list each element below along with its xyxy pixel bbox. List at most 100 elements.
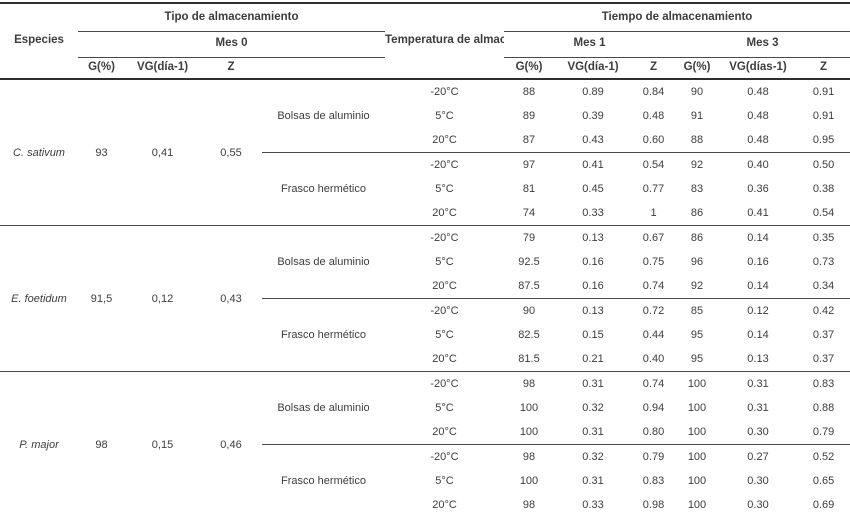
table-row: C. sativum 93 0,41 0,55 Bolsas de alumin… (0, 79, 850, 226)
data-cell: 81.5 (504, 347, 554, 372)
table-row: Frasco hermético -20°C 98 0.32 0.79 100 … (0, 444, 850, 517)
data-cell: 0.30 (747, 475, 769, 487)
section-e-foetidum: E. foetidum 91,5 0,12 0,43 Bolsas de alu… (0, 225, 850, 372)
storage-type-label: Bolsas de aluminio (277, 256, 370, 268)
data-cell: 0.42 (797, 298, 850, 323)
temperature-cell: 5°C (435, 110, 454, 122)
data-cell: 0.14 (747, 232, 769, 244)
mes0-g-value: 91,5 (78, 225, 125, 372)
table-row: 5°C 100 0.32 0.94 100 0.31 0.88 (0, 396, 850, 420)
table-row: Frasco hermético -20°C 90 0.13 0.72 85 0… (0, 298, 850, 372)
data-cell: 0.41 (719, 201, 797, 226)
temperature-cell: -20°C (385, 152, 504, 177)
data-cell: 0.52 (797, 444, 850, 469)
data-cell: 0.16 (747, 256, 769, 268)
data-cell: 0.21 (554, 347, 632, 372)
data-cell: 0.88 (812, 402, 835, 414)
table-header: Especies Tipo de almacenamiento Temperat… (0, 3, 850, 80)
species-name: E. foetidum (0, 225, 78, 372)
data-cell: 96 (690, 256, 704, 268)
data-cell: 0.91 (812, 86, 835, 98)
data-cell: 0.40 (719, 152, 797, 177)
data-cell: 87 (522, 134, 536, 146)
col-header-mes3-z: Z (797, 57, 850, 80)
data-cell: 85 (675, 298, 719, 323)
data-cell: 100 (519, 426, 539, 438)
data-cell: 92 (690, 280, 704, 292)
data-cell: 100 (687, 378, 707, 390)
data-cell: 0.36 (747, 183, 769, 195)
temperature-cell: 5°C (435, 402, 454, 414)
mes0-z-value: 0,46 (200, 371, 262, 517)
data-cell: 100 (519, 402, 539, 414)
data-cell: 0.33 (554, 201, 632, 226)
data-cell: 0.34 (812, 280, 835, 292)
data-cell: 81 (522, 183, 536, 195)
data-cell: 100 (687, 475, 707, 487)
mes0-vg-value: 0,15 (125, 371, 200, 517)
group-header-tipo-almacenamiento: Tipo de almacenamiento (78, 3, 385, 32)
data-cell: 0.73 (812, 256, 835, 268)
col-header-mes0-vg: VG(día-1) (125, 57, 200, 80)
section-p-major: P. major 98 0,15 0,46 Bolsas de aluminio… (0, 371, 850, 517)
storage-type-label: Bolsas de aluminio (277, 110, 370, 122)
data-cell: 0.48 (642, 110, 665, 122)
table-row: 5°C 92.5 0.16 0.75 96 0.16 0.73 (0, 250, 850, 274)
data-cell: 0.32 (582, 402, 604, 414)
data-cell: 74 (504, 201, 554, 226)
data-cell: 0.31 (582, 475, 604, 487)
data-cell: 0.67 (642, 232, 665, 244)
mes0-vg-value: 0,12 (125, 225, 200, 372)
data-cell: 0.13 (582, 232, 604, 244)
table-row: 5°C 89 0.39 0.48 91 0.48 0.91 (0, 104, 850, 128)
header-row-measures: G(%) VG(día-1) Z G(%) VG(día-1) Z G(%) V… (0, 57, 850, 80)
table-row: 20°C 74 0.33 1 86 0.41 0.54 (0, 201, 850, 226)
data-cell: 0.31 (582, 426, 604, 438)
data-cell: 0.31 (582, 378, 604, 390)
table-row: 5°C 100 0.31 0.83 100 0.30 0.65 (0, 469, 850, 493)
data-cell: 98 (504, 493, 554, 517)
col-header-especies: Especies (0, 3, 78, 80)
col-header-mes0-z: Z (200, 57, 262, 80)
data-cell: 97 (504, 152, 554, 177)
data-cell: 86 (675, 201, 719, 226)
data-cell: 0.13 (554, 298, 632, 323)
data-cell: 0.84 (642, 86, 665, 98)
storage-type-label: Bolsas de aluminio (277, 402, 370, 414)
data-cell: 0.65 (812, 475, 835, 487)
data-cell: 0.45 (582, 183, 604, 195)
data-cell: 0.48 (747, 86, 769, 98)
data-cell: 0.15 (582, 329, 604, 341)
mes0-z-value: 0,55 (200, 79, 262, 226)
table-row: 5°C 82.5 0.15 0.44 95 0.14 0.37 (0, 323, 850, 347)
temperature-cell: 20°C (385, 201, 504, 226)
data-cell: 82.5 (518, 329, 540, 341)
table-row: E. foetidum 91,5 0,12 0,43 Bolsas de alu… (0, 225, 850, 372)
temperature-cell: 20°C (385, 347, 504, 372)
data-cell: 0.80 (642, 426, 665, 438)
data-cell: 0.75 (642, 256, 665, 268)
mes0-g-value: 98 (78, 371, 125, 517)
data-cell: 0.72 (632, 298, 675, 323)
temperature-cell: 20°C (385, 493, 504, 517)
temperature-cell: 5°C (435, 475, 454, 487)
group-header-tiempo-almacenamiento: Tiempo de almacenamiento (504, 3, 850, 32)
data-cell: 98 (504, 444, 554, 469)
table-row: 20°C 87 0.43 0.60 88 0.48 0.95 (0, 128, 850, 153)
data-cell: 0.30 (719, 493, 797, 517)
data-cell: 0.83 (642, 475, 665, 487)
data-cell: 91 (690, 110, 704, 122)
data-cell: 0.48 (747, 134, 769, 146)
data-cell: 0.77 (642, 183, 665, 195)
section-c-sativum: C. sativum 93 0,41 0,55 Bolsas de alumin… (0, 79, 850, 226)
data-cell: 100 (687, 426, 707, 438)
subheader-mes-0: Mes 0 (78, 31, 385, 58)
col-header-mes0-g: G(%) (78, 57, 125, 80)
data-cell: 0.95 (812, 134, 835, 146)
col-header-mes1-g: G(%) (504, 57, 554, 80)
data-cell: 86 (690, 232, 704, 244)
data-cell: 92.5 (518, 256, 540, 268)
table-row: 20°C 81.5 0.21 0.40 95 0.13 0.37 (0, 347, 850, 372)
data-cell: 0.43 (582, 134, 604, 146)
